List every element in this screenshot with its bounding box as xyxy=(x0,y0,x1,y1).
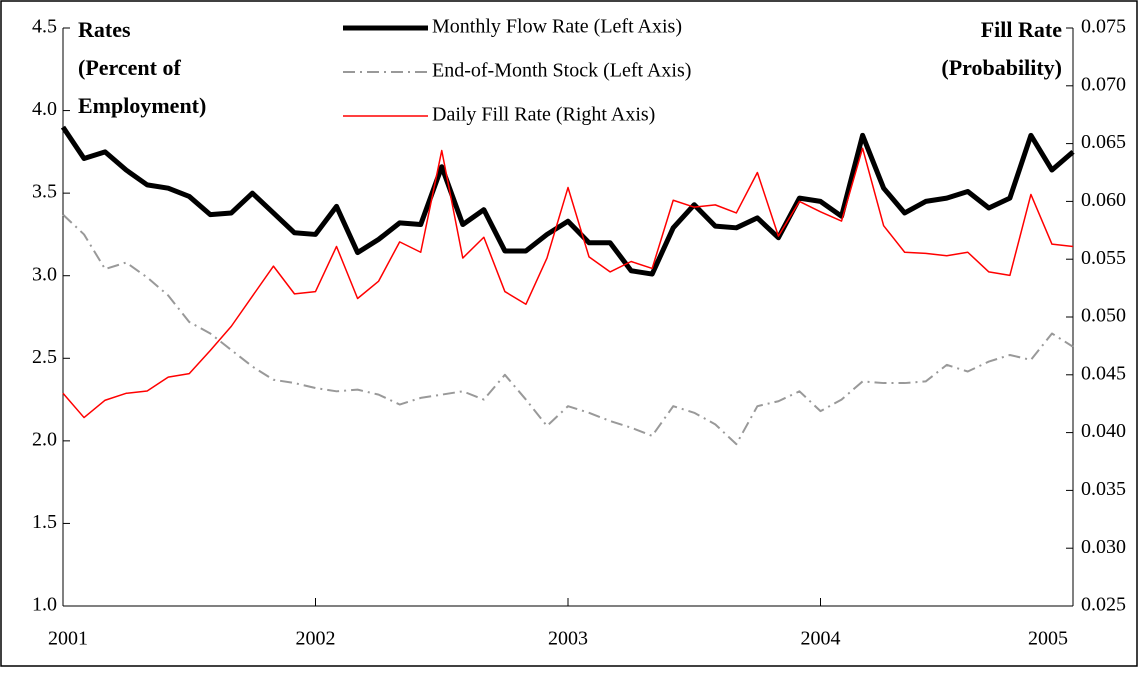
x-tick-label: 2002 xyxy=(296,628,336,650)
series-line xyxy=(62,147,1074,419)
y2-tick-label: 0.040 xyxy=(1081,420,1126,442)
legend-label: End-of-Month Stock (Left Axis) xyxy=(432,60,691,82)
y-tick-label: 1.0 xyxy=(32,594,57,616)
legend-label: Monthly Flow Rate (Left Axis) xyxy=(432,16,682,38)
y2-tick-label: 0.025 xyxy=(1081,594,1126,616)
y-axis-label: Rates xyxy=(78,17,131,42)
y2-tick-label: 0.065 xyxy=(1081,131,1126,153)
y2-axis-label: (Probability) xyxy=(941,55,1062,80)
y-tick-label: 2.0 xyxy=(32,428,57,450)
y-tick-label: 4.5 xyxy=(32,16,57,38)
series-line xyxy=(62,213,1074,446)
y2-axis-label: Fill Rate xyxy=(981,17,1062,42)
x-tick-label: 2004 xyxy=(801,628,841,650)
y-axis-label: (Percent of xyxy=(78,55,181,80)
y-tick-label: 3.0 xyxy=(32,263,57,285)
y2-tick-label: 0.050 xyxy=(1081,305,1126,327)
series-line xyxy=(60,125,1075,277)
x-tick-label: 2005 xyxy=(1028,628,1068,650)
legend-label: Daily Fill Rate (Right Axis) xyxy=(432,104,655,126)
x-tick-label: 2001 xyxy=(48,628,88,650)
y2-tick-label: 0.055 xyxy=(1081,247,1126,269)
y2-tick-label: 0.060 xyxy=(1081,189,1126,211)
y2-tick-label: 0.035 xyxy=(1081,478,1126,500)
y-tick-label: 1.5 xyxy=(32,511,57,533)
y2-tick-label: 0.045 xyxy=(1081,362,1126,384)
y-tick-label: 4.0 xyxy=(32,98,57,120)
y-axis-label: Employment) xyxy=(78,93,206,118)
y-tick-label: 3.5 xyxy=(32,181,57,203)
y2-tick-label: 0.030 xyxy=(1081,536,1126,558)
y-tick-label: 2.5 xyxy=(32,346,57,368)
y2-tick-label: 0.075 xyxy=(1081,16,1126,38)
x-tick-label: 2003 xyxy=(548,628,588,650)
y2-tick-label: 0.070 xyxy=(1081,73,1126,95)
